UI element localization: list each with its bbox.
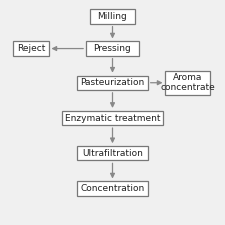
FancyBboxPatch shape bbox=[13, 41, 49, 56]
Text: Ultrafiltration: Ultrafiltration bbox=[82, 149, 143, 158]
Text: Milling: Milling bbox=[98, 12, 127, 21]
Text: Reject: Reject bbox=[17, 44, 45, 53]
FancyBboxPatch shape bbox=[77, 146, 148, 160]
Text: Concentration: Concentration bbox=[80, 184, 145, 193]
Text: Aroma
concentrate: Aroma concentrate bbox=[160, 73, 215, 92]
Text: Pressing: Pressing bbox=[94, 44, 131, 53]
FancyBboxPatch shape bbox=[86, 41, 139, 56]
FancyBboxPatch shape bbox=[90, 9, 135, 24]
FancyBboxPatch shape bbox=[165, 71, 209, 95]
FancyBboxPatch shape bbox=[77, 76, 148, 90]
Text: Pasteurization: Pasteurization bbox=[80, 78, 145, 87]
Text: Enzymatic treatment: Enzymatic treatment bbox=[65, 113, 160, 122]
FancyBboxPatch shape bbox=[77, 181, 148, 196]
FancyBboxPatch shape bbox=[62, 111, 163, 125]
